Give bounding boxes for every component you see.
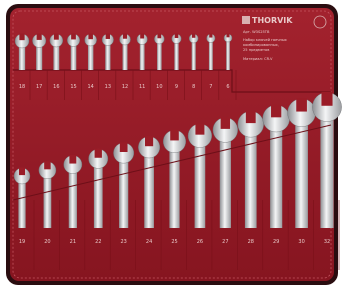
wrench-shaft: [320, 107, 333, 228]
wrench-jaw: [123, 34, 127, 39]
size-label: 20: [44, 239, 50, 245]
size-label: 28: [248, 239, 254, 245]
size-label: 19: [19, 239, 25, 245]
size-label: 30: [298, 239, 304, 245]
wrench-jaw: [145, 136, 153, 146]
size-label: 10: [156, 84, 162, 90]
wrench-jaw: [95, 149, 102, 158]
size-label: 21: [70, 239, 76, 245]
wrench-jaw: [246, 111, 256, 123]
article: Арт. W3S25TB: [243, 30, 270, 34]
wrench-jaw: [19, 34, 24, 41]
size-label: 14: [87, 84, 93, 90]
description-line: Набор ключей гаечных: [243, 38, 288, 42]
wrench-shaft: [119, 153, 128, 228]
size-label: 26: [197, 239, 203, 245]
wrench-shaft: [195, 136, 206, 228]
size-label: 16: [53, 84, 59, 90]
wrench-jaw: [195, 123, 204, 134]
wrench-shaft: [295, 113, 308, 228]
wrench-shaft: [226, 38, 230, 70]
wrench-jaw: [192, 34, 195, 38]
wrench-jaw: [271, 105, 281, 118]
size-label: 22: [95, 239, 101, 245]
wrench-jaw: [54, 34, 59, 40]
logo-icon: [242, 16, 250, 24]
wrench-jaw: [69, 155, 76, 164]
wrench-jaw: [37, 34, 42, 40]
size-label: 24: [146, 239, 152, 245]
wrench-jaw: [296, 98, 307, 111]
wrench-shaft: [169, 142, 179, 229]
size-label: 29: [273, 239, 279, 245]
size-label: 11: [139, 84, 145, 90]
material: Материал: CR-V: [243, 57, 273, 61]
wrench-jaw: [106, 34, 110, 39]
size-label: 8: [192, 84, 195, 90]
wrench-shaft: [209, 38, 213, 70]
size-label: 15: [70, 84, 76, 90]
size-label: 18: [19, 84, 25, 90]
wrench-shaft: [220, 130, 231, 228]
wrench-shaft: [144, 147, 154, 228]
wrench-jaw: [175, 34, 179, 39]
size-label: 13: [105, 84, 111, 90]
wrench-jaw: [140, 34, 144, 39]
size-label: 9: [175, 84, 178, 90]
wrench-shaft: [192, 39, 196, 71]
wrench-jaw: [226, 34, 229, 38]
size-label: 27: [222, 239, 228, 245]
size-label: 6: [226, 84, 229, 90]
size-label: 12: [122, 84, 128, 90]
wrench-jaw: [71, 34, 76, 40]
size-label: 17: [36, 84, 42, 90]
wrench-jaw: [120, 142, 128, 152]
wrench-shaft: [245, 124, 257, 228]
description-line: комбинированных,: [243, 43, 279, 47]
size-label: 25: [171, 239, 177, 245]
size-label: 32: [324, 239, 330, 245]
description-line: 25 предметов: [243, 48, 269, 52]
wrench-jaw: [170, 130, 179, 141]
page: THORVIK Арт. W3S25TB Набор ключей гаечны…: [0, 0, 343, 289]
wrench-shaft: [69, 165, 77, 229]
brand: THORVIK: [252, 16, 293, 25]
size-label: 23: [120, 239, 126, 245]
wrench-jaw: [19, 168, 25, 176]
wrench-jaw: [157, 34, 161, 39]
wrench-jaw: [209, 34, 212, 38]
wrench-jaw: [88, 34, 93, 40]
wrench-jaw: [221, 117, 230, 129]
product-photo: THORVIK Арт. W3S25TB Набор ключей гаечны…: [0, 0, 343, 289]
size-label: 7: [209, 84, 212, 90]
wrench-jaw: [44, 161, 50, 169]
wrench-shaft: [94, 159, 103, 228]
wrench-shaft: [270, 119, 282, 229]
wrench-jaw: [321, 92, 332, 106]
